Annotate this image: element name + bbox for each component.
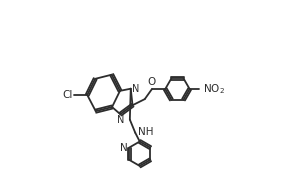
Text: O: O: [147, 77, 156, 87]
Text: N: N: [117, 115, 124, 125]
Text: NH: NH: [138, 127, 154, 137]
Text: NO$_2$: NO$_2$: [203, 82, 225, 96]
Text: Cl: Cl: [62, 90, 73, 100]
Text: N: N: [132, 84, 140, 94]
Text: N: N: [120, 143, 128, 153]
